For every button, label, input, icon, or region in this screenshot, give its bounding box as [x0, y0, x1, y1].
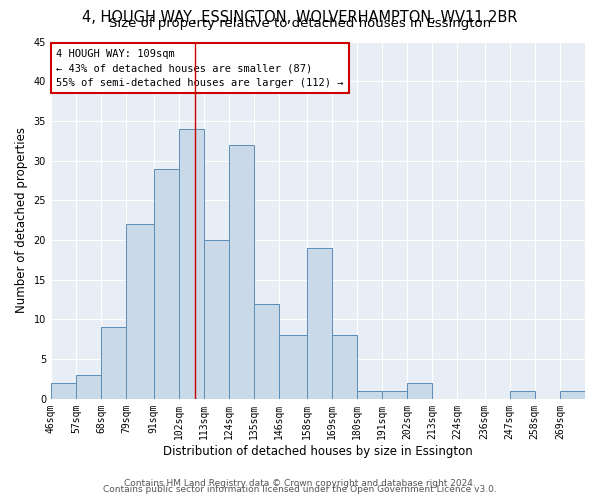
Bar	[382, 391, 407, 399]
Bar	[126, 224, 154, 399]
Bar	[407, 383, 432, 399]
Bar	[254, 304, 279, 399]
Text: Contains HM Land Registry data © Crown copyright and database right 2024.: Contains HM Land Registry data © Crown c…	[124, 478, 476, 488]
Bar	[51, 383, 76, 399]
Bar	[229, 144, 254, 399]
Bar	[560, 391, 585, 399]
Bar	[101, 328, 126, 399]
X-axis label: Distribution of detached houses by size in Essington: Distribution of detached houses by size …	[163, 444, 473, 458]
Bar	[204, 240, 229, 399]
Bar	[179, 129, 204, 399]
Bar	[509, 391, 535, 399]
Bar	[307, 248, 332, 399]
Text: Size of property relative to detached houses in Essington: Size of property relative to detached ho…	[109, 18, 491, 30]
Text: 4 HOUGH WAY: 109sqm
← 43% of detached houses are smaller (87)
55% of semi-detach: 4 HOUGH WAY: 109sqm ← 43% of detached ho…	[56, 48, 344, 88]
Bar	[357, 391, 382, 399]
Text: 4, HOUGH WAY, ESSINGTON, WOLVERHAMPTON, WV11 2BR: 4, HOUGH WAY, ESSINGTON, WOLVERHAMPTON, …	[82, 10, 518, 25]
Bar	[76, 375, 101, 399]
Bar	[332, 336, 357, 399]
Text: Contains public sector information licensed under the Open Government Licence v3: Contains public sector information licen…	[103, 485, 497, 494]
Y-axis label: Number of detached properties: Number of detached properties	[15, 127, 28, 313]
Bar	[279, 336, 307, 399]
Bar	[154, 168, 179, 399]
